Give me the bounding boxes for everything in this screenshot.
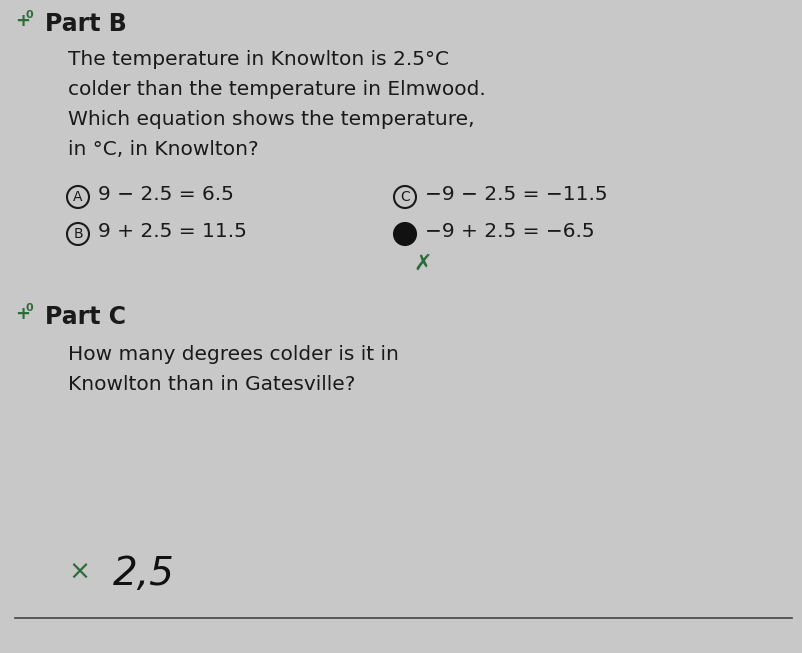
- Text: −9 − 2.5 = −11.5: −9 − 2.5 = −11.5: [425, 185, 608, 204]
- Text: ✗: ✗: [413, 254, 431, 274]
- Text: +: +: [15, 12, 30, 30]
- Text: in °C, in Knowlton?: in °C, in Knowlton?: [68, 140, 258, 159]
- Text: The temperature in Knowlton is 2.5°C: The temperature in Knowlton is 2.5°C: [68, 50, 449, 69]
- Text: C: C: [400, 190, 410, 204]
- Text: 2,5: 2,5: [113, 555, 175, 593]
- Text: Which equation shows the temperature,: Which equation shows the temperature,: [68, 110, 475, 129]
- Text: Knowlton than in Gatesville?: Knowlton than in Gatesville?: [68, 375, 355, 394]
- Text: ×: ×: [68, 560, 90, 586]
- Text: colder than the temperature in Elmwood.: colder than the temperature in Elmwood.: [68, 80, 486, 99]
- Circle shape: [394, 223, 416, 245]
- Text: −9 + 2.5 = −6.5: −9 + 2.5 = −6.5: [425, 222, 594, 241]
- Text: Part C: Part C: [45, 305, 126, 329]
- Text: How many degrees colder is it in: How many degrees colder is it in: [68, 345, 399, 364]
- Text: 9 − 2.5 = 6.5: 9 − 2.5 = 6.5: [98, 185, 234, 204]
- Text: A: A: [73, 190, 83, 204]
- Text: 0: 0: [26, 10, 34, 20]
- Text: 0: 0: [26, 303, 34, 313]
- Text: Part B: Part B: [45, 12, 127, 36]
- Text: +: +: [15, 305, 30, 323]
- Text: 9 + 2.5 = 11.5: 9 + 2.5 = 11.5: [98, 222, 247, 241]
- Text: B: B: [73, 227, 83, 241]
